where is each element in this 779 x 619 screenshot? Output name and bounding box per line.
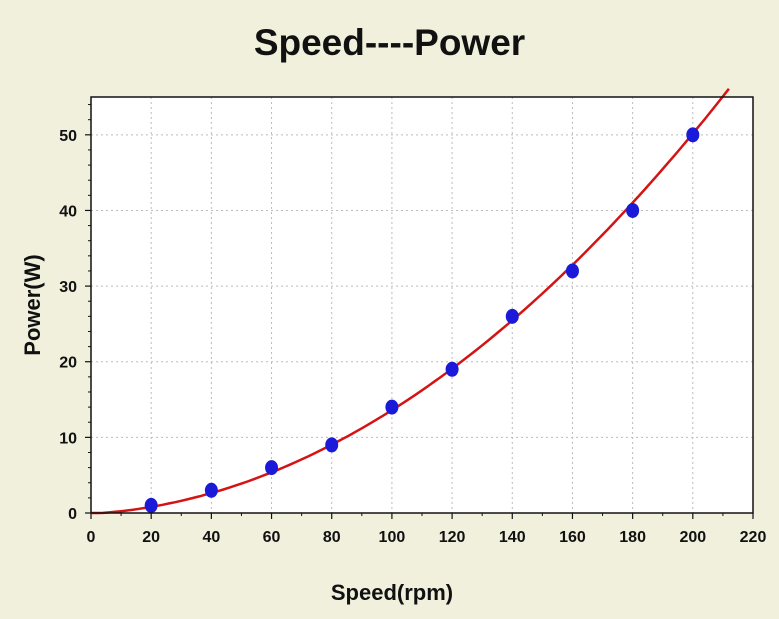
y-tick-label: 20: [59, 355, 77, 372]
data-points: [144, 127, 700, 513]
data-point: [505, 308, 519, 324]
plot-area: [91, 97, 753, 513]
x-tick-label: 220: [740, 529, 767, 546]
data-point: [144, 497, 158, 513]
data-point: [385, 399, 399, 415]
data-point: [204, 482, 218, 498]
x-tick-label: 140: [499, 529, 526, 546]
x-tick-label: 60: [263, 529, 281, 546]
data-point: [565, 263, 579, 279]
y-tick-label: 10: [59, 430, 77, 447]
x-tick-label: 0: [87, 529, 96, 546]
y-tick-label: 0: [68, 506, 77, 523]
y-axis-label: Power(W): [20, 254, 45, 355]
plot-frame: [90, 96, 754, 514]
x-tick-label: 80: [323, 529, 341, 546]
x-tick-label: 160: [559, 529, 586, 546]
y-tick-label: 40: [59, 203, 77, 220]
x-tick-label: 20: [142, 529, 160, 546]
data-point: [325, 437, 339, 453]
data-point: [626, 202, 640, 218]
x-tick-label: 180: [619, 529, 646, 546]
fit-curve: [91, 88, 730, 515]
data-point: [265, 460, 279, 476]
x-tick-label: 40: [202, 529, 220, 546]
y-tick-label: 30: [59, 279, 77, 296]
y-tick-label: 50: [59, 128, 77, 145]
x-tick-label: 120: [439, 529, 466, 546]
data-point: [445, 361, 459, 377]
data-point: [686, 127, 700, 143]
x-tick-label: 100: [379, 529, 406, 546]
x-tick-label: 200: [679, 529, 706, 546]
chart-title: Speed----Power: [253, 22, 526, 63]
fit-curve-layer: [91, 88, 730, 515]
x-axis-label: Speed(rpm): [331, 580, 453, 605]
axis-ticks: 0 20 40 60 80 100 120 140 160 180 200 220 0 10 20 30 40 5…: [59, 104, 767, 546]
